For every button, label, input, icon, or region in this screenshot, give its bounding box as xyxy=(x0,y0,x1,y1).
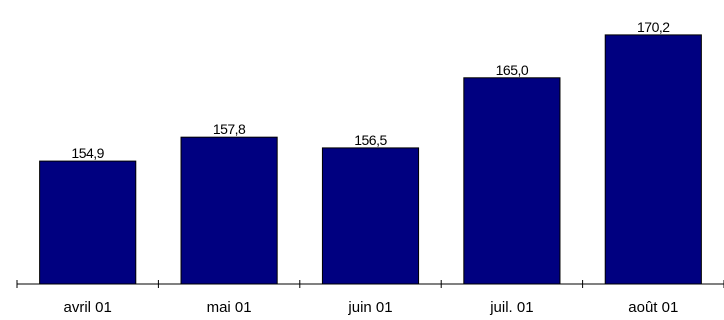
category-label-1: avril 01 xyxy=(64,299,112,316)
value-label-2: 157,8 xyxy=(213,121,246,137)
value-label-1: 154,9 xyxy=(71,145,104,161)
category-label-4: juil. 01 xyxy=(489,299,533,316)
bar-1 xyxy=(39,160,137,285)
bar-4 xyxy=(463,77,561,285)
category-labels-group: avril 01 mai 01 juin 01 juil. 01 août 01 xyxy=(64,299,679,316)
category-label-5: août 01 xyxy=(628,299,678,316)
value-label-3: 156,5 xyxy=(354,132,387,148)
value-label-4: 165,0 xyxy=(496,62,529,78)
category-label-2: mai 01 xyxy=(207,299,252,316)
value-labels-group: 154,9 157,8 156,5 165,0 170,2 xyxy=(71,19,670,161)
category-label-3: juin 01 xyxy=(347,299,392,316)
x-axis-ticks xyxy=(16,280,724,288)
bar-2 xyxy=(180,136,278,285)
bar-3 xyxy=(321,147,420,285)
value-label-5: 170,2 xyxy=(637,19,670,35)
bar-5 xyxy=(604,34,702,285)
bars-group xyxy=(39,34,702,285)
